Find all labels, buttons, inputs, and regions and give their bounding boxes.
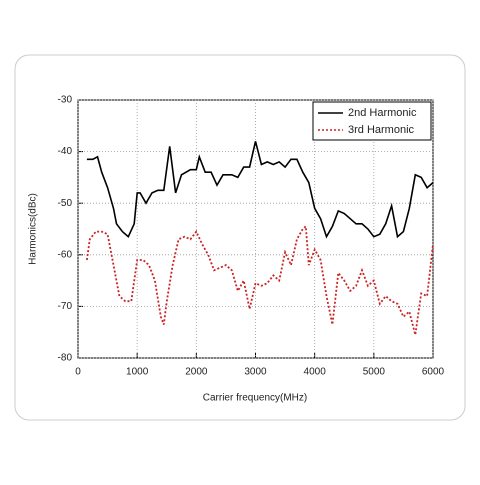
x-tick-label: 5000 bbox=[363, 367, 386, 378]
x-tick-label: 6000 bbox=[422, 367, 445, 378]
legend-label: 2nd Harmonic bbox=[348, 107, 417, 119]
y-tick-label: -50 bbox=[58, 198, 73, 209]
x-axis-label: Carrier frequency(MHz) bbox=[203, 393, 307, 404]
y-tick-label: -80 bbox=[58, 353, 73, 364]
y-tick-label: -30 bbox=[58, 95, 73, 106]
legend-label: 3rd Harmonic bbox=[348, 124, 415, 136]
line-series bbox=[86, 141, 434, 239]
x-tick-label: 4000 bbox=[304, 367, 327, 378]
y-tick-label: -70 bbox=[58, 301, 73, 312]
y-tick-label: -40 bbox=[58, 146, 73, 157]
x-tick-label: 3000 bbox=[244, 367, 267, 378]
legend-box bbox=[312, 101, 432, 141]
y-tick-label: -60 bbox=[58, 249, 73, 260]
x-tick-label: 2000 bbox=[185, 367, 208, 378]
line-series bbox=[86, 224, 434, 336]
y-axis-label: Harmonics(dBc) bbox=[28, 193, 39, 265]
card bbox=[14, 54, 466, 421]
x-tick-label: 1000 bbox=[126, 367, 149, 378]
x-tick-label: 0 bbox=[75, 367, 81, 378]
